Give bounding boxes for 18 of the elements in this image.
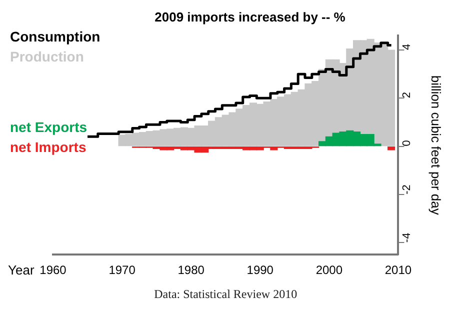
y-axis-title: billion cubic feet per day [428, 75, 444, 216]
text: net Imports [10, 139, 86, 156]
x-tick-label: 1960 [40, 263, 67, 278]
y-tick-label: 4 [401, 44, 414, 50]
x-axis-title: Year [8, 262, 35, 278]
y-tick-label: 0 [401, 140, 414, 146]
x-tick-label: 1990 [246, 263, 274, 278]
x-tick-label: 2000 [316, 263, 343, 278]
text: Consumption [10, 28, 100, 44]
y-tick-label: -4 [401, 232, 414, 243]
chart-title: 2009 imports increased by -- % [154, 9, 346, 24]
x-tick-label: 2010 [384, 263, 412, 278]
x-tick-label: 1970 [108, 263, 136, 278]
y-tick-label: 2 [401, 92, 414, 98]
text: net Exports [10, 119, 88, 136]
text: Data: Statistical Review 2010 [154, 287, 298, 302]
x-tick-label: 1980 [178, 263, 205, 278]
y-tick-label: -2 [401, 184, 414, 194]
